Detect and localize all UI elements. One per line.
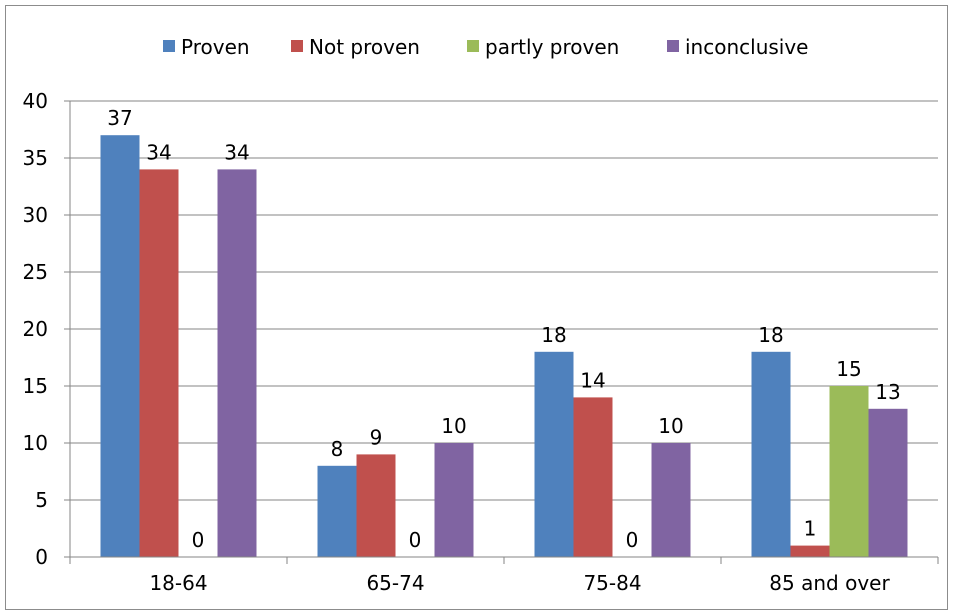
chart-frame (5, 5, 948, 610)
bar-not-proven-65-74 (356, 454, 396, 557)
data-label: 10 (441, 414, 466, 438)
bar-proven-18-64 (100, 135, 140, 557)
data-label: 1 (804, 517, 817, 541)
bars: 37 34 0 34 8 9 0 10 18 14 0 10 18 1 15 13 (100, 106, 908, 557)
data-label: 9 (370, 425, 383, 449)
bar-partly-proven-85-and-over (829, 386, 869, 557)
legend-swatch-proven (163, 40, 175, 52)
legend: Proven Not proven partly proven inconclusiv… (163, 35, 809, 59)
bar-proven-65-74 (317, 465, 357, 557)
data-label: 0 (409, 528, 422, 552)
y-tick-label: 0 (35, 545, 48, 569)
bar-inconclusive-65-74 (434, 443, 474, 557)
bar-not-proven-85-and-over (790, 545, 830, 557)
legend-label: partly proven (485, 35, 619, 59)
bar-proven-75-84 (534, 351, 574, 557)
data-label: 15 (836, 357, 861, 381)
data-label: 34 (224, 140, 249, 164)
y-tick-label: 30 (23, 203, 48, 227)
y-tick-label: 35 (23, 146, 48, 170)
data-label: 34 (146, 140, 171, 164)
data-label: 0 (192, 528, 205, 552)
bar-proven-85-and-over (751, 351, 791, 557)
x-category-label: 65-74 (366, 571, 424, 595)
data-label: 37 (107, 106, 132, 130)
data-label: 14 (580, 368, 605, 392)
y-tick-label: 40 (23, 89, 48, 113)
y-tick-label: 5 (35, 488, 48, 512)
y-tick-label: 20 (23, 317, 48, 341)
x-category-label: 18-64 (149, 571, 207, 595)
data-label: 18 (758, 323, 783, 347)
y-tick-label: 15 (23, 374, 48, 398)
bar-inconclusive-18-64 (217, 169, 257, 557)
data-label: 18 (541, 323, 566, 347)
legend-label: Not proven (309, 35, 420, 59)
x-category-label: 85 and over (769, 571, 890, 595)
legend-label: Proven (181, 35, 250, 59)
y-axis: 0 5 10 15 20 25 30 35 40 (23, 89, 71, 569)
gridlines (70, 100, 938, 501)
bar-not-proven-18-64 (139, 169, 179, 557)
data-label: 8 (331, 437, 344, 461)
legend-swatch-inconclusive (667, 40, 679, 52)
y-tick-label: 25 (23, 260, 48, 284)
legend-label: inconclusive (685, 35, 809, 59)
bar-not-proven-75-84 (573, 397, 613, 557)
data-label: 13 (875, 380, 900, 404)
legend-swatch-partly-proven (467, 40, 479, 52)
data-label: 0 (626, 528, 639, 552)
data-label: 10 (658, 414, 683, 438)
bar-inconclusive-85-and-over (868, 408, 908, 557)
legend-swatch-not-proven (291, 40, 303, 52)
x-category-label: 75-84 (583, 571, 641, 595)
bar-inconclusive-75-84 (651, 443, 691, 557)
x-axis: 18-64 65-74 75-84 85 and over (69, 556, 939, 595)
y-tick-label: 10 (23, 431, 48, 455)
